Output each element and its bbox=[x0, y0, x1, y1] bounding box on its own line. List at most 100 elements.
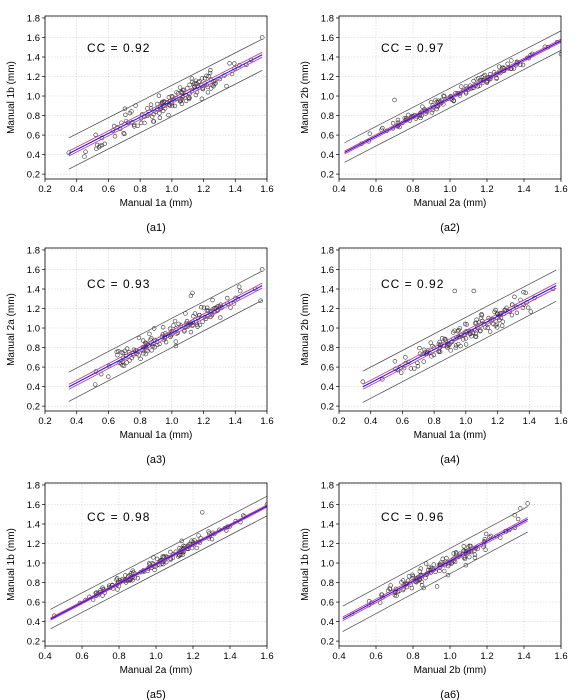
prediction-upper-line bbox=[344, 30, 561, 144]
data-point bbox=[479, 312, 484, 317]
data-point bbox=[173, 339, 179, 344]
y-tick-label: 1.6 bbox=[27, 265, 40, 276]
y-tick-label: 1.2 bbox=[321, 539, 334, 550]
plot-area bbox=[342, 501, 530, 632]
data-point bbox=[195, 324, 200, 329]
x-tick-label: 0.4 bbox=[332, 184, 345, 195]
data-point bbox=[123, 112, 128, 118]
data-point bbox=[152, 344, 157, 350]
data-point bbox=[417, 569, 422, 574]
y-tick-label: 1.4 bbox=[27, 519, 40, 530]
y-tick-label: 1.4 bbox=[321, 519, 334, 530]
data-point bbox=[191, 314, 196, 319]
data-point bbox=[124, 360, 129, 365]
data-point bbox=[199, 96, 205, 101]
x-tick-label: 1.0 bbox=[165, 184, 178, 195]
data-point bbox=[127, 358, 132, 363]
x-tick-label: 0.6 bbox=[75, 651, 88, 662]
data-point bbox=[117, 360, 122, 366]
data-point bbox=[521, 289, 526, 295]
data-point bbox=[502, 307, 508, 312]
data-point bbox=[380, 125, 385, 131]
data-point bbox=[399, 370, 404, 375]
confidence-lower-line bbox=[68, 56, 263, 157]
y-tick-label: 0.4 bbox=[27, 382, 40, 393]
plot-area bbox=[360, 269, 557, 403]
x-tick-label: 1.6 bbox=[260, 184, 273, 195]
data-point bbox=[154, 556, 160, 562]
x-axis-label: Manual 1a (mm) bbox=[414, 430, 487, 441]
y-tick-label: 0.2 bbox=[321, 636, 334, 647]
confidence-lower-line bbox=[342, 520, 528, 621]
y-tick-label: 1.8 bbox=[321, 480, 334, 491]
y-tick-label: 0.2 bbox=[27, 401, 40, 412]
data-point bbox=[138, 120, 144, 126]
y-tick-label: 0.2 bbox=[321, 401, 334, 412]
prediction-lower-line bbox=[68, 299, 263, 402]
data-point bbox=[201, 305, 207, 310]
data-point bbox=[100, 593, 105, 598]
confidence-lower-line bbox=[50, 506, 267, 621]
data-point bbox=[132, 124, 137, 129]
data-point bbox=[208, 67, 213, 73]
data-point bbox=[225, 295, 230, 301]
data-point bbox=[147, 331, 152, 337]
y-tick-label: 0.8 bbox=[321, 343, 334, 354]
y-tick-label: 1.8 bbox=[321, 13, 334, 24]
confidence-upper-line bbox=[50, 504, 267, 619]
y-tick-label: 1.6 bbox=[321, 265, 334, 276]
x-axis-label: Manual 1a (mm) bbox=[120, 430, 193, 441]
x-tick-label: 0.6 bbox=[102, 184, 115, 195]
y-axis-label: Manual 1b (mm) bbox=[6, 528, 17, 601]
data-point bbox=[487, 329, 493, 334]
data-point bbox=[434, 584, 440, 589]
data-point bbox=[183, 311, 188, 316]
data-point bbox=[197, 322, 203, 328]
y-tick-label: 0.6 bbox=[321, 362, 334, 373]
data-point bbox=[122, 106, 128, 111]
data-point bbox=[483, 547, 488, 552]
data-point bbox=[442, 336, 447, 342]
data-point bbox=[214, 304, 220, 309]
x-tick-label: 1.0 bbox=[165, 416, 178, 427]
data-point bbox=[406, 112, 411, 118]
y-tick-label: 1.6 bbox=[27, 33, 40, 44]
data-point bbox=[93, 382, 98, 387]
data-point bbox=[151, 119, 157, 124]
data-point bbox=[426, 564, 432, 570]
data-point bbox=[500, 319, 505, 324]
confidence-lower-line bbox=[344, 41, 561, 155]
panel-caption: (a3) bbox=[146, 454, 166, 466]
data-point bbox=[157, 115, 163, 121]
y-tick-label: 1.8 bbox=[27, 13, 40, 24]
data-point bbox=[227, 61, 232, 66]
data-point bbox=[434, 106, 440, 112]
y-tick-label: 1.4 bbox=[321, 52, 334, 63]
data-point bbox=[509, 58, 514, 63]
data-point bbox=[431, 562, 436, 567]
plot-area bbox=[66, 35, 265, 170]
x-axis-label: Manual 2a (mm) bbox=[414, 198, 487, 209]
data-point bbox=[452, 288, 457, 294]
x-tick-label: 1.6 bbox=[554, 651, 567, 662]
data-point bbox=[152, 567, 157, 573]
data-point bbox=[122, 131, 127, 137]
data-point bbox=[156, 93, 162, 98]
regression-line bbox=[344, 40, 561, 153]
data-point bbox=[403, 355, 408, 360]
data-point bbox=[187, 95, 192, 101]
data-point bbox=[406, 574, 412, 579]
y-tick-label: 1.0 bbox=[321, 91, 334, 102]
confidence-upper-line bbox=[344, 38, 561, 152]
data-point bbox=[483, 531, 489, 537]
data-point bbox=[83, 149, 88, 154]
data-point bbox=[130, 568, 135, 573]
x-tick-label: 1.2 bbox=[480, 651, 493, 662]
x-tick-label: 0.8 bbox=[406, 184, 419, 195]
y-tick-label: 1.0 bbox=[27, 91, 40, 102]
x-tick-label: 0.4 bbox=[70, 416, 83, 427]
data-point bbox=[392, 593, 398, 598]
plot-area bbox=[68, 267, 265, 402]
data-point bbox=[122, 573, 128, 578]
data-point bbox=[197, 79, 202, 84]
